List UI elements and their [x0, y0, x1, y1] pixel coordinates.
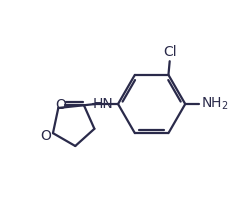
Text: HN: HN — [92, 97, 112, 111]
Text: Cl: Cl — [162, 45, 176, 59]
Text: O: O — [40, 129, 51, 143]
Text: O: O — [54, 98, 66, 112]
Text: NH$_2$: NH$_2$ — [200, 96, 228, 112]
